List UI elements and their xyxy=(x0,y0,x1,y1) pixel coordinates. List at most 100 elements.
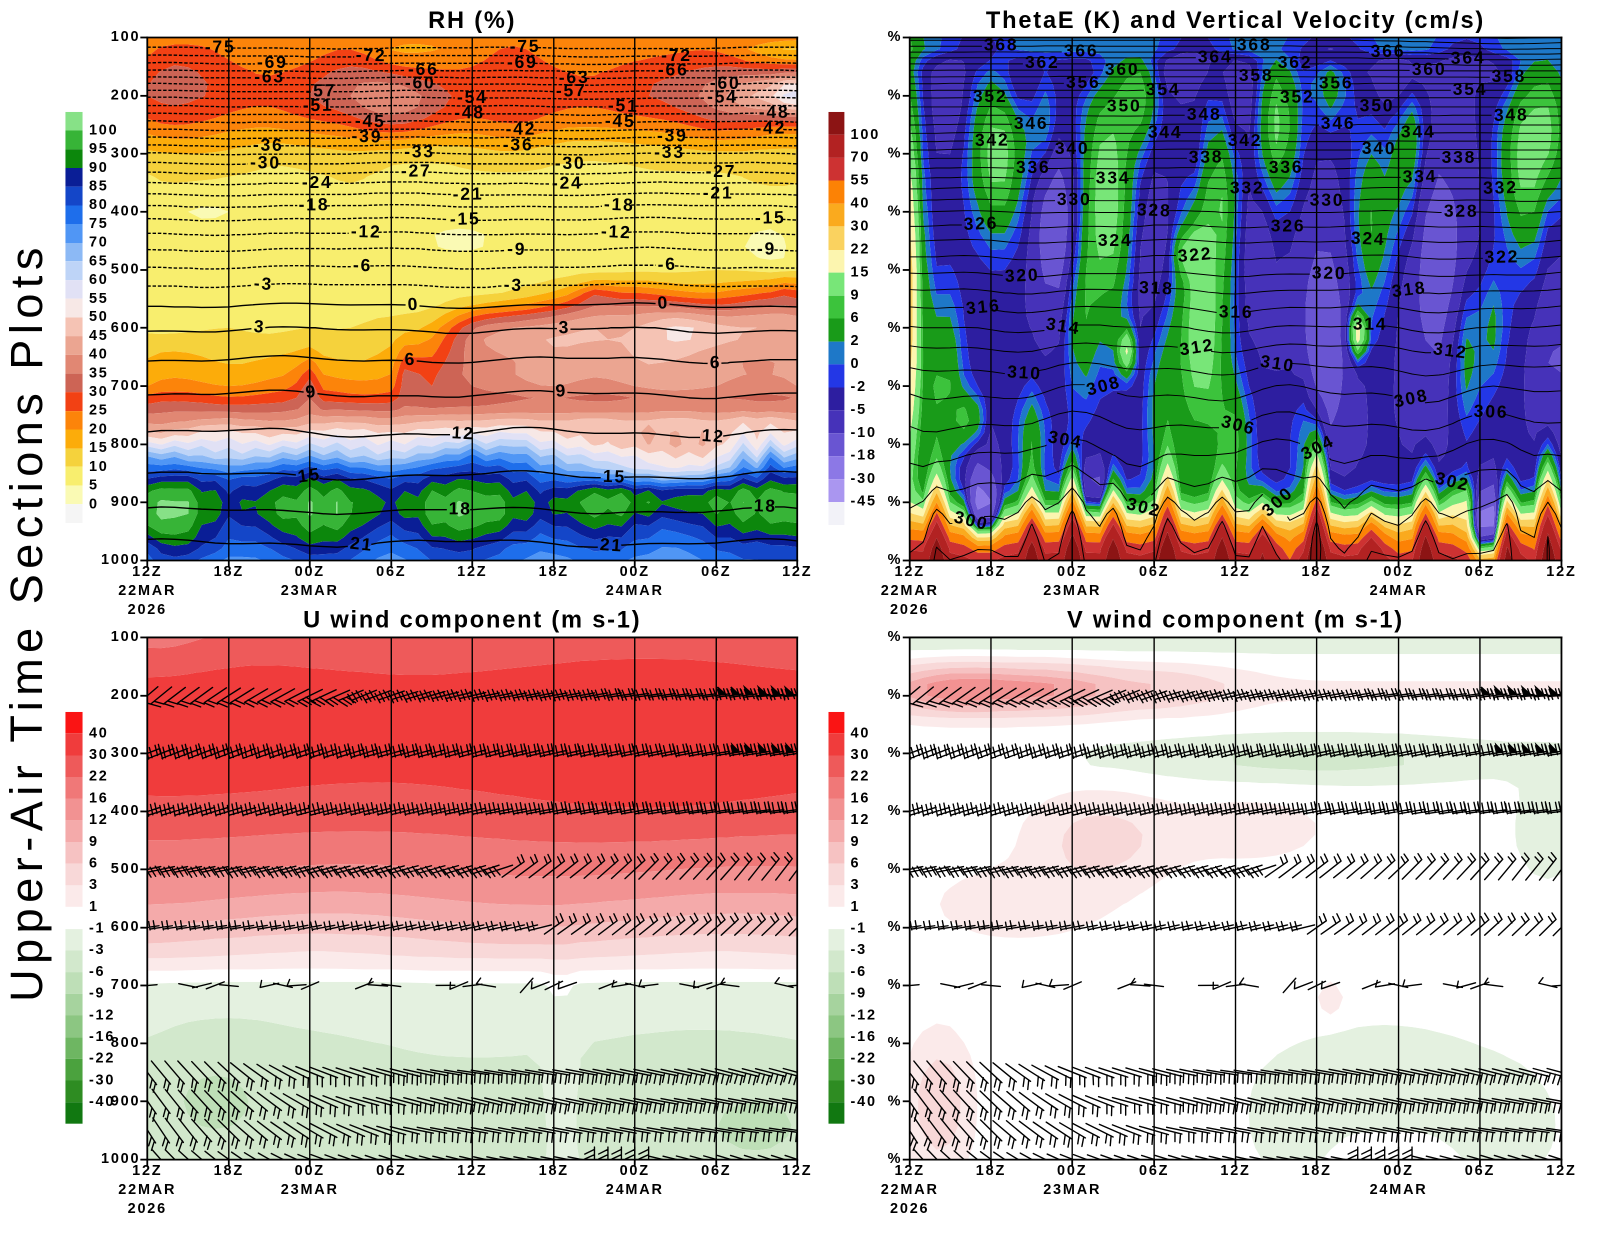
svg-text:30: 30 xyxy=(89,747,109,763)
svg-text:85: 85 xyxy=(89,178,109,194)
svg-text:55: 55 xyxy=(851,173,871,189)
svg-text:342: 342 xyxy=(1228,130,1263,150)
svg-text:360: 360 xyxy=(1412,59,1447,79)
svg-text:18Z: 18Z xyxy=(214,564,244,580)
svg-text:362: 362 xyxy=(1278,52,1313,72)
svg-text:338: 338 xyxy=(1442,147,1477,167)
svg-text:-9: -9 xyxy=(851,986,867,1002)
svg-text:354: 354 xyxy=(1146,79,1181,99)
svg-text:%: % xyxy=(888,436,903,452)
svg-text:18Z: 18Z xyxy=(1301,564,1331,580)
svg-text:-66: -66 xyxy=(408,59,439,79)
svg-text:6: 6 xyxy=(404,349,417,370)
svg-text:364: 364 xyxy=(1198,46,1233,66)
svg-text:312: 312 xyxy=(1432,338,1469,362)
svg-text:RH (%): RH (%) xyxy=(428,8,516,34)
svg-text:-72: -72 xyxy=(355,45,386,66)
svg-text:-48: -48 xyxy=(759,102,790,122)
svg-text:320: 320 xyxy=(1312,262,1347,283)
svg-text:352: 352 xyxy=(973,86,1008,106)
svg-text:12Z: 12Z xyxy=(457,564,487,580)
svg-text:-3: -3 xyxy=(253,273,273,294)
svg-text:-36: -36 xyxy=(503,134,534,154)
svg-text:-42: -42 xyxy=(755,118,786,138)
svg-text:-21: -21 xyxy=(453,183,484,204)
svg-text:324: 324 xyxy=(1098,230,1133,250)
svg-text:-51: -51 xyxy=(303,95,334,115)
svg-text:%: % xyxy=(888,687,903,703)
svg-text:500: 500 xyxy=(111,861,141,877)
svg-text:-2: -2 xyxy=(851,379,867,395)
svg-text:00Z: 00Z xyxy=(1057,1163,1087,1179)
svg-text:338: 338 xyxy=(1189,146,1224,167)
svg-text:18Z: 18Z xyxy=(976,1163,1006,1179)
svg-text:360: 360 xyxy=(1105,59,1140,79)
svg-text:80: 80 xyxy=(89,197,109,213)
svg-text:12Z: 12Z xyxy=(895,1163,925,1179)
svg-text:ThetaE (K) and Vertical Veloci: ThetaE (K) and Vertical Velocity (cm/s) xyxy=(986,8,1485,34)
svg-text:300: 300 xyxy=(111,145,141,161)
svg-text:-18: -18 xyxy=(604,194,635,215)
svg-text:-33: -33 xyxy=(404,141,435,161)
svg-text:3: 3 xyxy=(558,317,570,337)
svg-text:22: 22 xyxy=(851,241,871,257)
svg-text:18Z: 18Z xyxy=(976,564,1006,580)
svg-text:24MAR: 24MAR xyxy=(1370,583,1428,599)
svg-text:15: 15 xyxy=(89,440,109,456)
svg-text:00Z: 00Z xyxy=(295,564,325,580)
svg-text:340: 340 xyxy=(1362,138,1397,158)
svg-text:06Z: 06Z xyxy=(701,564,731,580)
svg-text:-33: -33 xyxy=(654,142,685,162)
svg-text:356: 356 xyxy=(1066,72,1101,92)
svg-text:%: % xyxy=(888,203,903,219)
svg-text:330: 330 xyxy=(1057,189,1092,209)
svg-text:332: 332 xyxy=(1230,177,1265,197)
svg-text:-22: -22 xyxy=(851,1050,877,1066)
svg-text:364: 364 xyxy=(1451,47,1486,68)
svg-text:-45: -45 xyxy=(605,110,636,131)
svg-text:23MAR: 23MAR xyxy=(1043,1182,1101,1198)
svg-text:-6: -6 xyxy=(657,254,677,275)
svg-text:06Z: 06Z xyxy=(1465,1163,1495,1179)
svg-text:700: 700 xyxy=(111,378,141,394)
svg-text:00Z: 00Z xyxy=(295,1163,325,1179)
svg-text:1000: 1000 xyxy=(101,1151,140,1167)
svg-text:18Z: 18Z xyxy=(1301,1163,1331,1179)
svg-text:350: 350 xyxy=(1360,95,1395,115)
svg-text:12Z: 12Z xyxy=(132,564,162,580)
svg-text:-30: -30 xyxy=(851,1073,877,1089)
svg-text:9: 9 xyxy=(555,380,568,401)
svg-text:2026: 2026 xyxy=(128,1201,167,1217)
svg-text:100: 100 xyxy=(111,29,141,45)
svg-text:70: 70 xyxy=(851,150,871,166)
svg-text:306: 306 xyxy=(1473,401,1508,422)
svg-text:-9: -9 xyxy=(757,238,776,258)
svg-text:310: 310 xyxy=(1007,361,1043,383)
svg-text:-27: -27 xyxy=(706,161,737,181)
svg-text:326: 326 xyxy=(1271,215,1306,235)
svg-text:%: % xyxy=(888,552,903,568)
svg-text:340: 340 xyxy=(1055,138,1090,158)
svg-text:-9: -9 xyxy=(507,239,527,259)
svg-text:350: 350 xyxy=(1107,96,1142,116)
svg-text:2026: 2026 xyxy=(890,602,929,618)
svg-text:-18: -18 xyxy=(299,194,330,214)
svg-text:-30: -30 xyxy=(250,152,281,173)
svg-text:-40: -40 xyxy=(851,1094,877,1110)
svg-text:30: 30 xyxy=(851,747,871,763)
svg-text:358: 358 xyxy=(1239,65,1274,85)
svg-text:330: 330 xyxy=(1310,190,1345,210)
svg-text:700: 700 xyxy=(111,977,141,993)
svg-text:300: 300 xyxy=(111,745,141,761)
svg-text:24MAR: 24MAR xyxy=(606,1182,664,1198)
svg-text:23MAR: 23MAR xyxy=(1043,583,1101,599)
svg-text:348: 348 xyxy=(1187,104,1222,124)
svg-text:00Z: 00Z xyxy=(1383,564,1413,580)
svg-text:16: 16 xyxy=(89,791,109,807)
svg-text:368: 368 xyxy=(984,35,1019,55)
svg-text:-6: -6 xyxy=(353,255,373,275)
svg-text:-15: -15 xyxy=(450,208,481,229)
svg-text:%: % xyxy=(888,803,903,819)
svg-text:400: 400 xyxy=(111,203,141,219)
svg-text:600: 600 xyxy=(111,320,141,336)
